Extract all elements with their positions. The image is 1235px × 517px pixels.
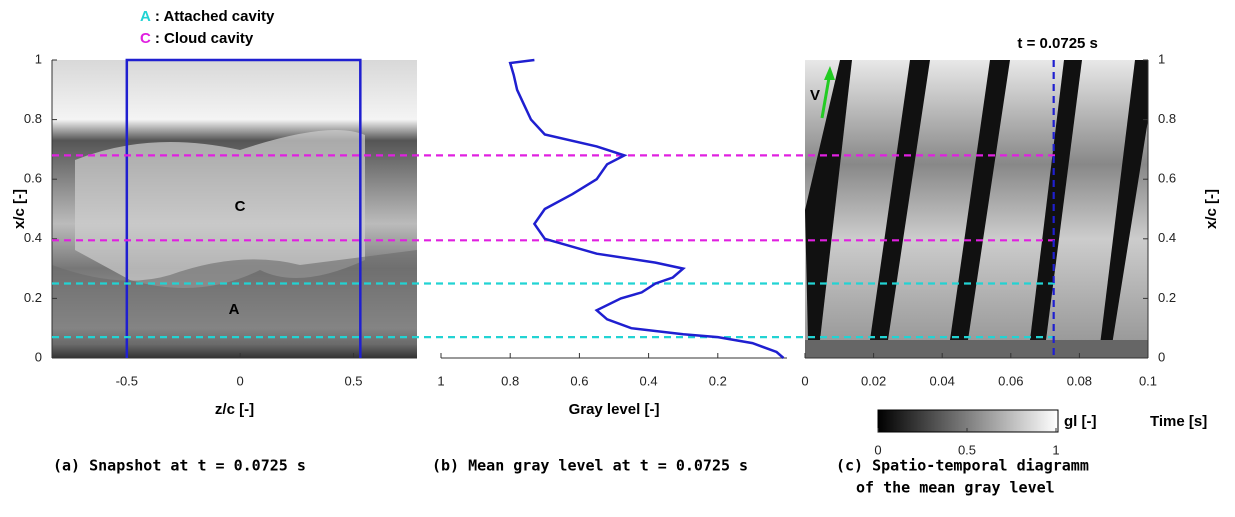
x-tick-label: 0 <box>237 373 244 388</box>
y-tick-label: 1 <box>1158 51 1165 66</box>
colorbar-tick-label: 0.5 <box>958 442 976 457</box>
y-axis-label: x/c [-] <box>1203 189 1220 229</box>
caption: (a) Snapshot at t = 0.0725 s <box>53 457 306 475</box>
stripes <box>805 60 1148 345</box>
region-label: A <box>229 301 240 318</box>
x-tick-label: 0.08 <box>1067 373 1092 388</box>
legend-text: : Attached cavity <box>155 8 275 25</box>
x-tick-label: 0.04 <box>930 373 955 388</box>
y-tick-label: 0.2 <box>1158 290 1176 305</box>
region-label: C <box>235 198 246 215</box>
x-tick-label: 0 <box>801 373 808 388</box>
x-tick-label: 0.4 <box>640 373 658 388</box>
attached-region <box>52 250 417 345</box>
x-tick-label: 0.02 <box>861 373 886 388</box>
y-tick-label: 0.4 <box>24 230 42 245</box>
colorbar-tick-label: 1 <box>1052 442 1059 457</box>
colorbar <box>877 409 1059 433</box>
x-tick-label: 0.2 <box>709 373 727 388</box>
y-axis-label: x/c [-] <box>11 189 28 229</box>
y-tick-label: 0 <box>1158 349 1165 364</box>
arrow-head <box>824 66 835 80</box>
y-tick-label: 0.8 <box>1158 111 1176 126</box>
y-tick-label: 0.4 <box>1158 230 1176 245</box>
y-tick-label: 0 <box>35 349 42 364</box>
colorbar-tick-label: 0 <box>874 442 881 457</box>
y-tick-label: 0.2 <box>24 290 42 305</box>
x-axis-label: z/c [-] <box>215 401 254 418</box>
legend-text: : Cloud cavity <box>155 30 254 47</box>
x-axis-label: Time [s] <box>1150 413 1207 430</box>
cloud-region <box>75 130 365 288</box>
legend-letter: A <box>140 8 151 25</box>
x-axis-label: Gray level [-] <box>569 401 660 418</box>
y-tick-label: 0.6 <box>1158 171 1176 186</box>
x-tick-label: 0.06 <box>998 373 1023 388</box>
gray-level-line <box>508 58 785 359</box>
x-tick-label: 1 <box>437 373 444 388</box>
legend-entry: C: Cloud cavity <box>140 30 254 47</box>
y-tick-label: 0.6 <box>24 171 42 186</box>
y-tick-label: 0.8 <box>24 111 42 126</box>
window-box <box>125 58 362 358</box>
legend-entry: A: Attached cavity <box>140 8 275 25</box>
x-tick-label: 0.8 <box>501 373 519 388</box>
diagram-base <box>805 340 1148 358</box>
colorbar-label: gl [-] <box>1064 413 1096 430</box>
y-tick-label: 1 <box>35 51 42 66</box>
x-tick-label: 0.1 <box>1139 373 1157 388</box>
x-tick-label: 0.6 <box>570 373 588 388</box>
caption: of the mean gray level <box>856 479 1055 497</box>
x-tick-label: 0.5 <box>344 373 362 388</box>
legend-letter: C <box>140 30 151 47</box>
caption: (c) Spatio-temporal diagramm <box>836 457 1089 475</box>
arrow-label: V <box>810 87 820 104</box>
x-tick-label: -0.5 <box>116 373 138 388</box>
caption: (b) Mean gray level at t = 0.0725 s <box>432 457 748 475</box>
time-marker-label: t = 0.0725 s <box>1017 35 1097 52</box>
